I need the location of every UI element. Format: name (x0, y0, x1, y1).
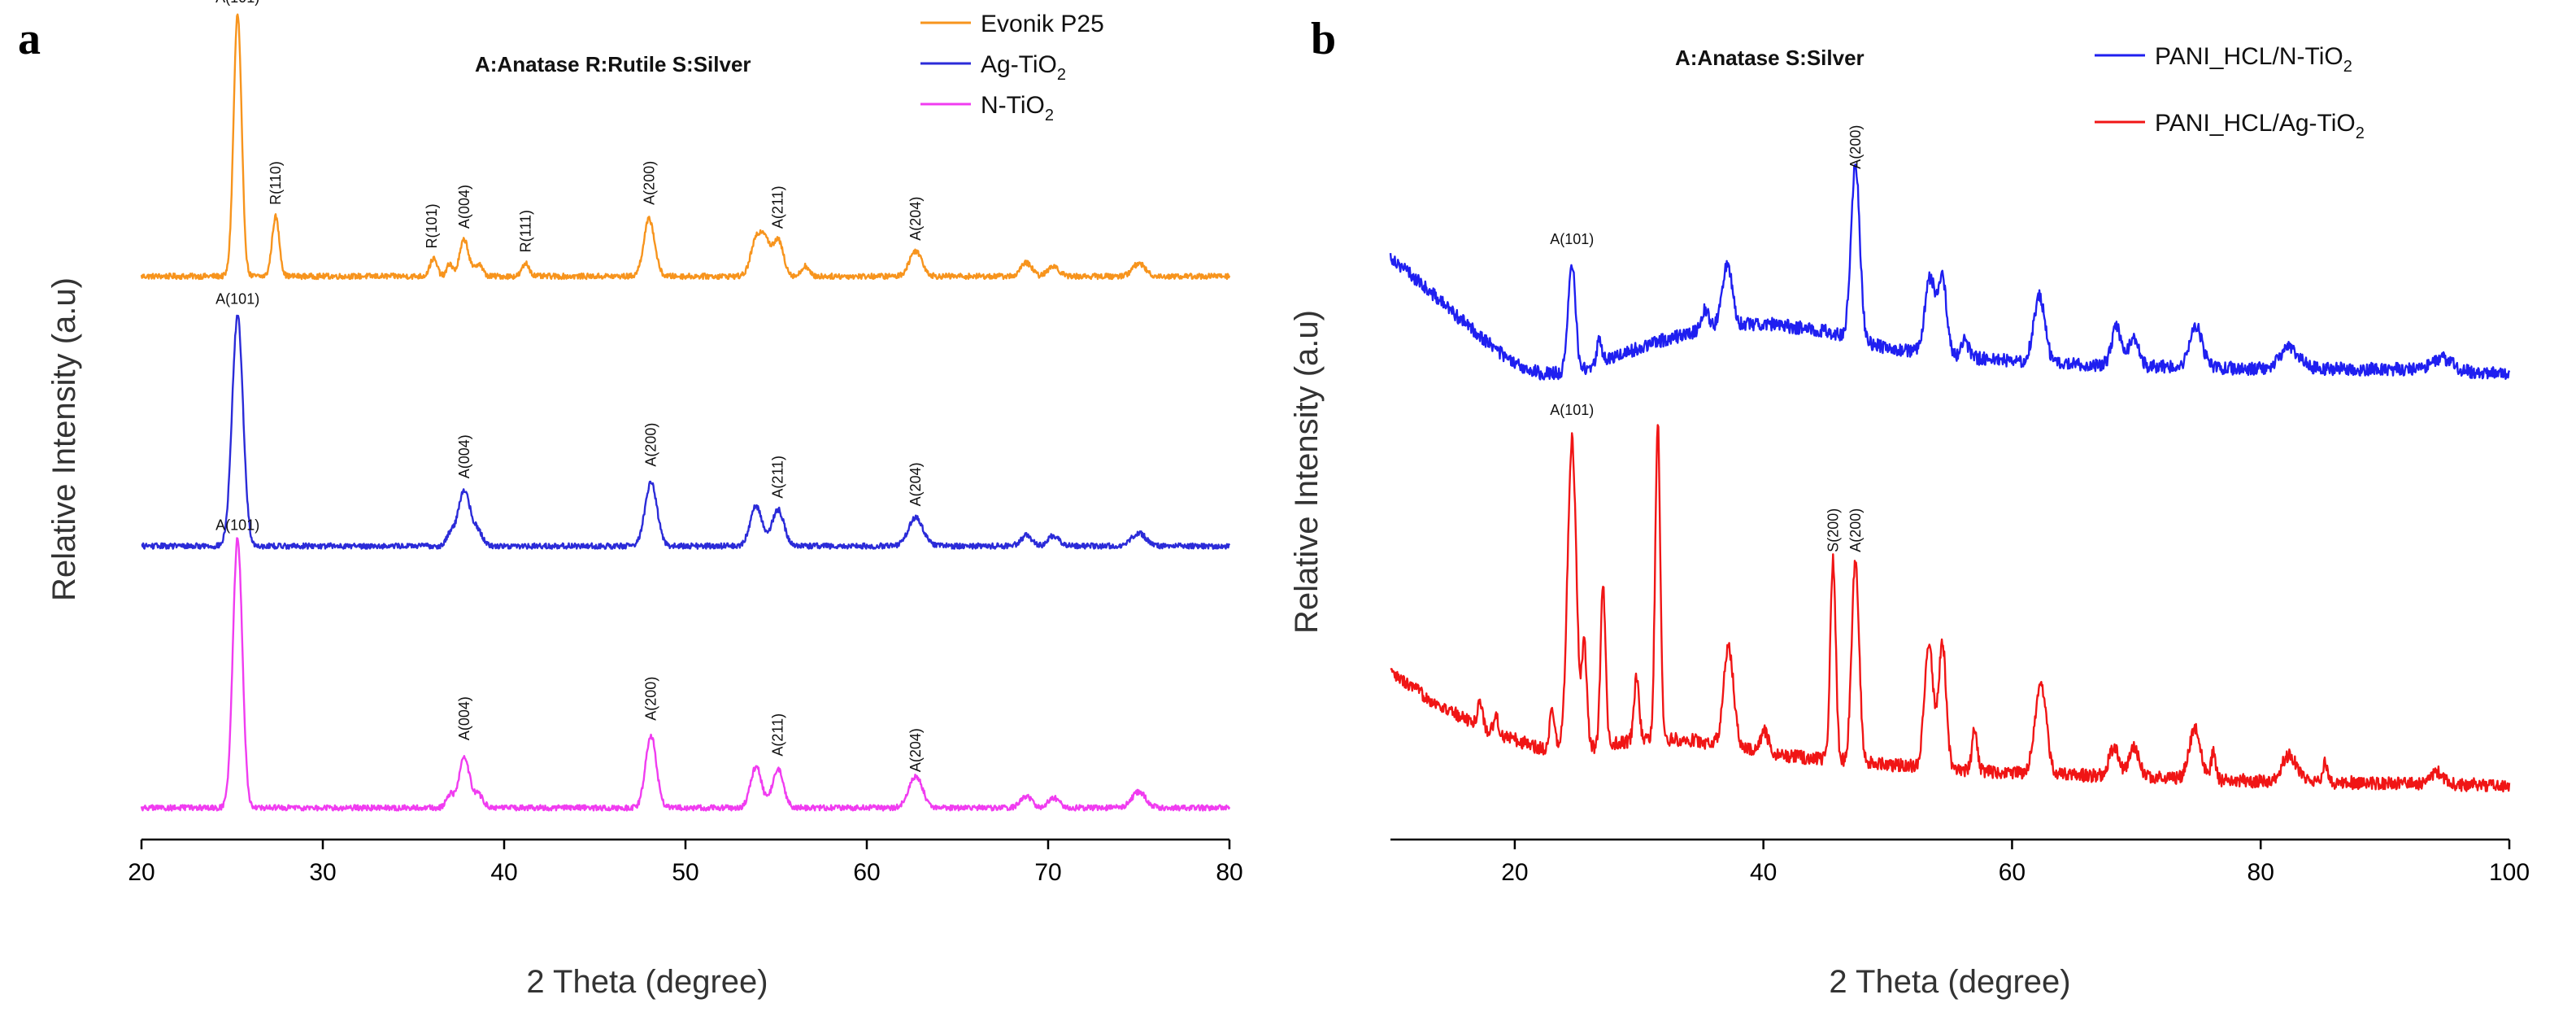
panel-a-x-axis-label: 2 Theta (degree) (526, 964, 768, 1000)
peak-annotation: A(204) (907, 728, 924, 772)
panel-a-plot-area (140, 13, 1231, 812)
peak-annotation: A(204) (907, 197, 924, 241)
x-tick-label: 20 (1501, 859, 1528, 886)
series-line-n-tio2 (140, 537, 1231, 812)
legend-label: PANI_HCL/N-TiO (2155, 43, 2343, 70)
legend-label-subscript: 2 (2356, 124, 2365, 142)
x-tick-label: 60 (853, 859, 880, 886)
peak-annotation: S(200) (1825, 508, 1841, 552)
x-tick-label: 40 (1750, 859, 1777, 886)
legend-label: N-TiO (981, 92, 1045, 119)
peak-annotation: A(211) (770, 185, 786, 229)
peak-annotation: A(200) (643, 423, 659, 467)
panel-b-y-axis-label: Relative Intensity (a.u) (1289, 310, 1325, 634)
panel-b-letter: b (1311, 14, 1336, 64)
panel-a-letter: a (18, 14, 41, 64)
legend-label-subscript: 2 (1057, 66, 1066, 84)
peak-annotation: R(111) (518, 210, 534, 252)
peak-annotation: A(004) (456, 696, 472, 740)
panel-b-plot-area (1389, 163, 2511, 793)
peak-annotation: A(211) (770, 456, 786, 499)
peak-annotation: A(211) (770, 713, 786, 757)
peak-annotation: A(200) (1847, 508, 1864, 552)
panel-a-peak-annotations: A(101) R(110) R(101) A(004) R(111) A(200) A(21… (215, 0, 924, 772)
legend-label-subscript: 2 (1045, 107, 1054, 124)
peak-annotation: A(200) (1847, 125, 1864, 169)
peak-annotation: A(101) (1550, 402, 1594, 418)
x-tick-label: 100 (2489, 859, 2530, 886)
peak-annotation: A(004) (456, 185, 472, 229)
peak-annotation: R(101) (424, 203, 440, 248)
series-line-pani-hcl-ag-tio2 (1390, 424, 2511, 793)
series-line-pani-hcl-n-tio2 (1389, 163, 2511, 381)
peak-annotation: A(101) (215, 0, 259, 6)
legend-label-subscript: 2 (2343, 58, 2352, 76)
peak-annotation: A(101) (1550, 231, 1594, 247)
panel-b-peak-annotations: A(101) A(200) A(101) S(200) A(200) (1550, 125, 1864, 552)
panel-a-axes: 20 30 40 50 60 70 80 (128, 838, 1243, 886)
series-line-evonik-p25 (140, 13, 1231, 281)
panel-b-header: A:Anatase S:Silver (1675, 46, 1865, 70)
legend-label: PANI_HCL/Ag-TiO (2155, 110, 2356, 137)
peak-annotation: A(101) (215, 517, 259, 534)
panel-a: a A:Anatase R:Rutile S:Silver A(101) R(11… (18, 0, 1243, 1000)
peak-annotation: A(200) (643, 677, 659, 721)
peak-annotation: A(200) (641, 161, 657, 205)
x-tick-label: 20 (128, 859, 154, 886)
legend-entry: Evonik P25 (981, 11, 1104, 37)
legend-entry: N-TiO2 (981, 92, 1054, 124)
panel-b-axes: 20 40 60 80 100 (1390, 838, 2530, 886)
panel-a-header: A:Anatase R:Rutile S:Silver (475, 52, 751, 76)
panel-b-x-axis-label: 2 Theta (degree) (1829, 964, 2070, 1000)
x-tick-label: 70 (1034, 859, 1061, 886)
legend-entry: PANI_HCL/N-TiO2 (2155, 43, 2352, 76)
x-tick-label: 50 (672, 859, 698, 886)
series-line-ag-tio2 (141, 314, 1231, 550)
legend-entry: PANI_HCL/Ag-TiO2 (2155, 110, 2365, 142)
peak-annotation: A(004) (456, 434, 472, 478)
legend-entry: Ag-TiO2 (981, 51, 1066, 84)
peak-annotation: A(101) (215, 291, 259, 308)
panel-b: b A:Anatase S:Silver A(101) A(200) A(101) S… (1289, 14, 2530, 1000)
x-tick-label: 30 (309, 859, 336, 886)
peak-annotation: A(204) (907, 462, 924, 506)
x-tick-label: 80 (2247, 859, 2274, 886)
legend-label: Evonik P25 (981, 11, 1104, 37)
x-tick-label: 60 (1999, 859, 2026, 886)
panel-a-y-axis-label: Relative Intensity (a.u) (46, 277, 82, 601)
legend-label: Ag-TiO (981, 51, 1057, 78)
x-tick-label: 80 (1216, 859, 1242, 886)
x-tick-label: 40 (490, 859, 517, 886)
peak-annotation: R(110) (268, 161, 284, 205)
